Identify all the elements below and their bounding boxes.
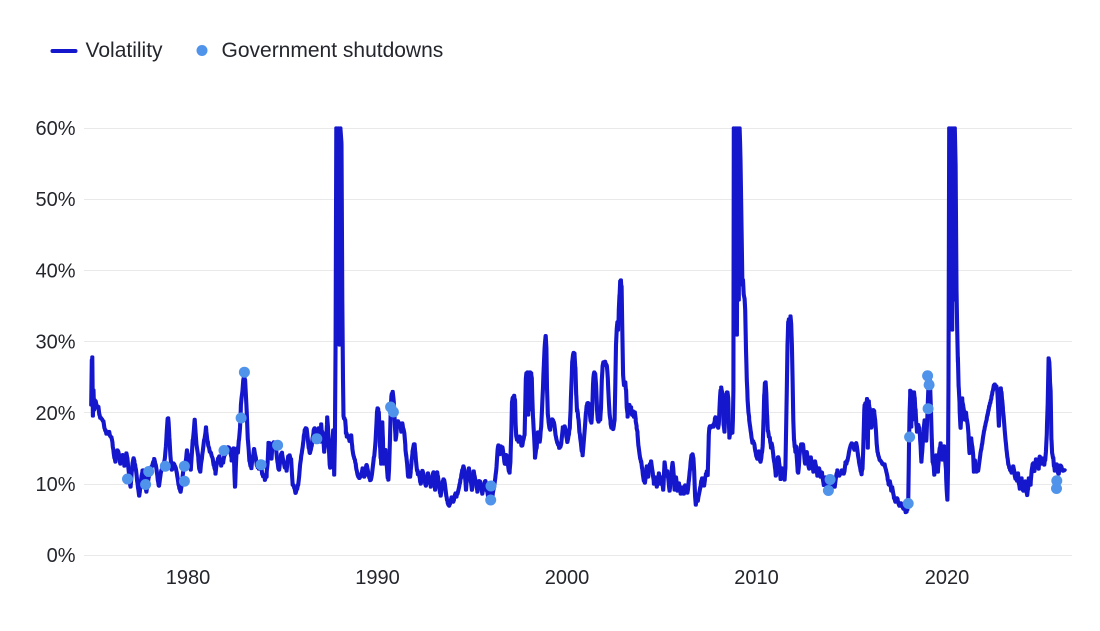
svg-text:1980: 1980 <box>166 567 211 589</box>
svg-text:60%: 60% <box>35 118 75 140</box>
svg-text:0%: 0% <box>47 545 76 567</box>
svg-text:Government shutdowns: Government shutdowns <box>222 39 444 62</box>
svg-text:2000: 2000 <box>545 567 590 589</box>
svg-text:50%: 50% <box>35 189 75 211</box>
svg-text:30%: 30% <box>35 332 75 354</box>
svg-text:Volatility: Volatility <box>86 39 164 62</box>
svg-text:10%: 10% <box>35 474 75 496</box>
svg-text:2010: 2010 <box>734 567 779 589</box>
svg-text:2020: 2020 <box>925 567 970 589</box>
svg-text:20%: 20% <box>35 403 75 425</box>
svg-text:40%: 40% <box>35 260 75 282</box>
svg-text:1990: 1990 <box>355 567 400 589</box>
